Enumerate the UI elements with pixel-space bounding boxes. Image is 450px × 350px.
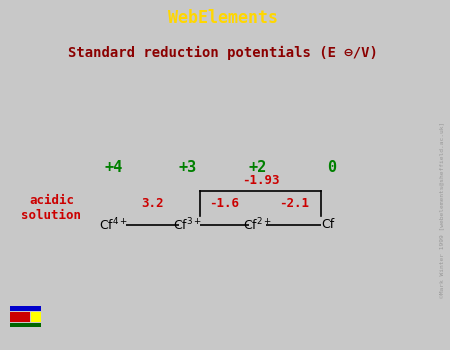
Text: 3.2: 3.2 — [141, 197, 164, 210]
Bar — [10, 306, 40, 312]
Text: Cf$^{3+}$: Cf$^{3+}$ — [173, 216, 202, 233]
Text: +4: +4 — [104, 160, 122, 175]
Text: acidic
solution: acidic solution — [22, 194, 81, 222]
Text: -1.6: -1.6 — [210, 197, 239, 210]
Text: -1.93: -1.93 — [242, 174, 279, 187]
Text: Cf$^{2+}$: Cf$^{2+}$ — [243, 216, 272, 233]
Text: 0: 0 — [327, 160, 336, 175]
Text: WebElements: WebElements — [168, 9, 278, 27]
Text: -2.1: -2.1 — [279, 197, 309, 210]
Text: Cf$^{4+}$: Cf$^{4+}$ — [99, 216, 128, 233]
Text: Cf: Cf — [321, 218, 334, 231]
Text: +2: +2 — [248, 160, 266, 175]
Text: Standard reduction potentials (E ⊖/V): Standard reduction potentials (E ⊖/V) — [68, 46, 378, 60]
Text: ©Mark Winter 1999 [webelements@sheffield.ac.uk]: ©Mark Winter 1999 [webelements@sheffield… — [439, 122, 445, 298]
Bar — [10, 323, 40, 327]
Bar — [32, 313, 40, 322]
Text: +3: +3 — [178, 160, 197, 175]
Bar — [10, 313, 30, 322]
